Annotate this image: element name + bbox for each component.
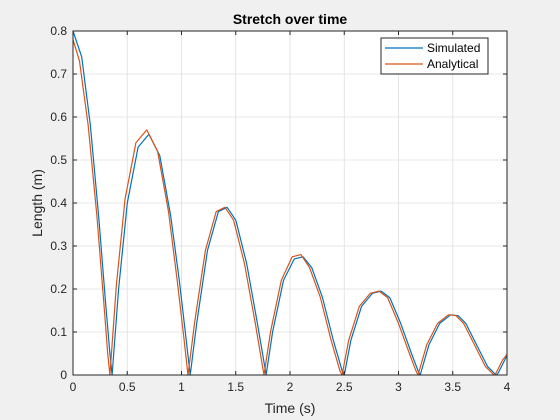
- y-tick-label: 0.4: [50, 196, 67, 210]
- y-tick-labels: 0 0.1 0.2 0.3 0.4 0.5 0.6 0.7 0.8: [50, 24, 67, 382]
- x-tick-label: 0: [70, 380, 77, 394]
- x-tick-labels: 0 0.5 1 1.5 2 2.5 3 3.5 4: [70, 380, 511, 394]
- y-tick-label: 0.8: [50, 24, 67, 38]
- series-line-analytical: [72, 39, 508, 376]
- x-axis-label: Time (s): [265, 400, 316, 416]
- legend-label-simulated: Simulated: [427, 41, 480, 55]
- legend-box: [380, 37, 489, 75]
- y-tick-label: 0.1: [50, 325, 67, 339]
- y-tick-label: 0.2: [50, 282, 67, 296]
- y-tick-label: 0.5: [50, 153, 67, 167]
- y-tick-label: 0.7: [50, 67, 67, 81]
- series-layer: [72, 30, 508, 376]
- x-tick-label: 0.5: [119, 380, 136, 394]
- chart-title: Stretch over time: [233, 11, 348, 27]
- x-tick-label: 1.5: [227, 380, 244, 394]
- legend: Simulated Analytical: [380, 37, 489, 75]
- ticks: [72, 30, 508, 376]
- x-tick-label: 3: [395, 380, 402, 394]
- series-line-simulated: [72, 30, 508, 376]
- x-tick-label: 3.5: [444, 380, 461, 394]
- x-tick-label: 4: [504, 380, 511, 394]
- y-tick-label: 0.6: [50, 110, 67, 124]
- grid: [73, 31, 507, 375]
- x-tick-label: 2.5: [336, 380, 353, 394]
- y-tick-label: 0: [60, 368, 67, 382]
- legend-label-analytical: Analytical: [427, 57, 478, 71]
- x-tick-label: 2: [287, 380, 294, 394]
- y-tick-label: 0.3: [50, 239, 67, 253]
- y-axis-label: Length (m): [29, 169, 45, 237]
- x-tick-label: 1: [178, 380, 185, 394]
